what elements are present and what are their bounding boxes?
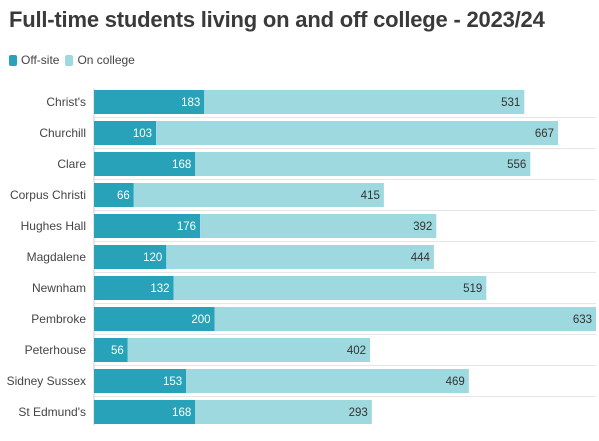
data-label-on-college: 402 — [347, 345, 366, 357]
category-label: Christ's — [46, 95, 86, 109]
bar-off-site — [94, 276, 174, 300]
bar-off-site — [94, 152, 196, 176]
bar-off-site — [94, 369, 187, 393]
category-label: Peterhouse — [25, 343, 87, 357]
bar-off-site — [94, 121, 157, 145]
category-label: Sidney Sussex — [7, 374, 86, 388]
bar-on-college — [204, 90, 525, 114]
bar-on-college — [195, 152, 531, 176]
data-label-off-site: 176 — [177, 221, 196, 233]
data-label-on-college: 293 — [349, 407, 368, 419]
bar-on-college — [156, 121, 559, 145]
data-label-off-site: 168 — [172, 159, 191, 171]
category-label: Newnham — [32, 281, 86, 295]
bar-on-college — [195, 400, 372, 424]
category-label: Magdalene — [27, 250, 87, 264]
data-label-off-site: 66 — [117, 190, 130, 202]
bar-off-site — [94, 90, 205, 114]
category-label: St Edmund's — [18, 405, 86, 419]
data-label-off-site: 132 — [150, 283, 169, 295]
legend-swatch-off-site — [9, 54, 17, 66]
data-label-off-site: 168 — [172, 407, 191, 419]
bar-on-college — [133, 183, 384, 207]
data-label-off-site: 120 — [143, 252, 162, 264]
bar-on-college — [166, 245, 434, 269]
bar-off-site — [94, 307, 215, 331]
data-label-off-site: 183 — [181, 97, 200, 109]
data-label-off-site: 103 — [133, 128, 152, 140]
legend-swatch-on-college — [65, 54, 74, 66]
bar-on-college — [214, 307, 597, 331]
bar-off-site — [94, 214, 201, 238]
category-label: Corpus Christi — [10, 188, 86, 202]
category-label: Pembroke — [31, 312, 86, 326]
data-label-off-site: 200 — [191, 314, 210, 326]
data-label-on-college: 667 — [535, 128, 554, 140]
data-label-on-college: 415 — [361, 190, 380, 202]
chart-title: Full-time students living on and off col… — [9, 7, 545, 32]
category-label: Clare — [57, 157, 86, 171]
data-label-on-college: 633 — [573, 314, 592, 326]
data-label-on-college: 519 — [463, 283, 482, 295]
bar-on-college — [186, 369, 469, 393]
bar-off-site — [94, 245, 167, 269]
category-label: Hughes Hall — [21, 219, 86, 233]
data-label-off-site: 56 — [111, 345, 124, 357]
legend-item-off-site: Off-site — [9, 53, 59, 67]
bar-on-college — [173, 276, 487, 300]
data-label-on-college: 444 — [411, 252, 431, 264]
data-label-on-college: 469 — [446, 376, 465, 388]
legend-item-on-college: On college — [65, 53, 135, 67]
bar-off-site — [94, 338, 128, 362]
data-label-off-site: 153 — [163, 376, 182, 388]
data-label-on-college: 392 — [413, 221, 432, 233]
legend: Off-site On college — [9, 53, 141, 67]
legend-label-off-site: Off-site — [21, 53, 60, 67]
bar-on-college — [200, 214, 437, 238]
data-label-on-college: 531 — [501, 97, 520, 109]
legend-label-on-college: On college — [77, 53, 135, 67]
data-label-on-college: 556 — [507, 159, 526, 171]
bar-off-site — [94, 183, 134, 207]
bar-off-site — [94, 400, 196, 424]
bar-on-college — [127, 338, 371, 362]
category-label: Churchill — [39, 126, 86, 140]
